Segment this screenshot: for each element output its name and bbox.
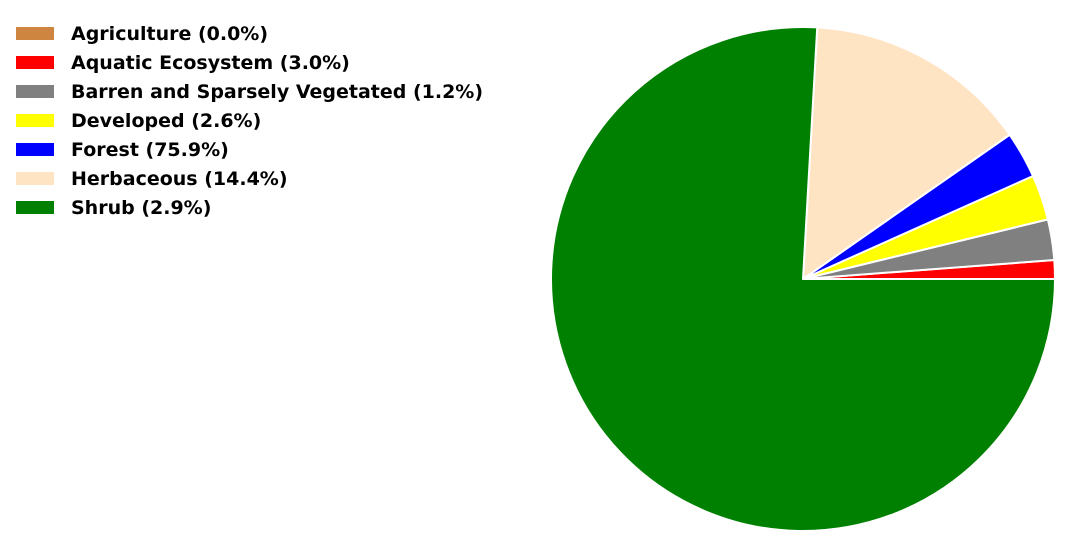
legend-swatch (16, 143, 54, 156)
legend-label: Herbaceous (14.4%) (71, 168, 288, 190)
legend-swatch (16, 201, 54, 214)
legend-swatch (16, 114, 54, 127)
legend-item-agriculture: Agriculture (0.0%) (16, 23, 268, 45)
legend-label: Aquatic Ecosystem (3.0%) (71, 52, 350, 74)
legend-label: Forest (75.9%) (71, 139, 229, 161)
legend-item-forest: Forest (75.9%) (16, 139, 229, 161)
legend-label: Agriculture (0.0%) (71, 23, 268, 45)
legend-swatch (16, 172, 54, 185)
legend-swatch (16, 56, 54, 69)
legend-label: Developed (2.6%) (71, 110, 261, 132)
pie-slice-herbaceous (802, 26, 1011, 280)
legend-item-developed: Developed (2.6%) (16, 110, 261, 132)
legend-label: Barren and Sparsely Vegetated (1.2%) (71, 81, 483, 103)
legend-item-barren-and-sparsely-vegetated: Barren and Sparsely Vegetated (1.2%) (16, 81, 483, 103)
legend-item-aquatic-ecosystem: Aquatic Ecosystem (3.0%) (16, 52, 350, 74)
legend-item-shrub: Shrub (2.9%) (16, 197, 211, 219)
legend-swatch (16, 27, 54, 40)
legend-item-herbaceous: Herbaceous (14.4%) (16, 168, 288, 190)
pie-slice-shrub (550, 25, 1056, 532)
legend-swatch (16, 85, 54, 98)
pie-slices (550, 25, 1056, 532)
legend-label: Shrub (2.9%) (71, 197, 211, 219)
legend: Agriculture (0.0%) Aquatic Ecosystem (3.0… (16, 23, 483, 219)
